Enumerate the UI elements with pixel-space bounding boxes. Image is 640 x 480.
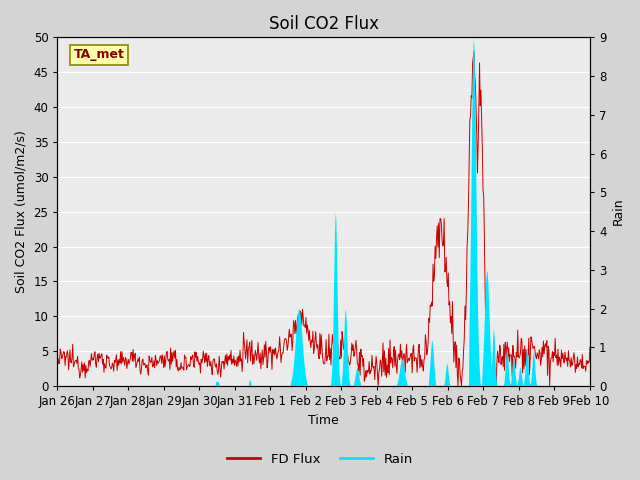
Legend: FD Flux, Rain: FD Flux, Rain (222, 447, 418, 471)
Y-axis label: Soil CO2 Flux (umol/m2/s): Soil CO2 Flux (umol/m2/s) (15, 130, 28, 293)
Text: TA_met: TA_met (74, 48, 124, 61)
Y-axis label: Rain: Rain (612, 198, 625, 226)
Title: Soil CO2 Flux: Soil CO2 Flux (269, 15, 379, 33)
X-axis label: Time: Time (308, 414, 339, 427)
